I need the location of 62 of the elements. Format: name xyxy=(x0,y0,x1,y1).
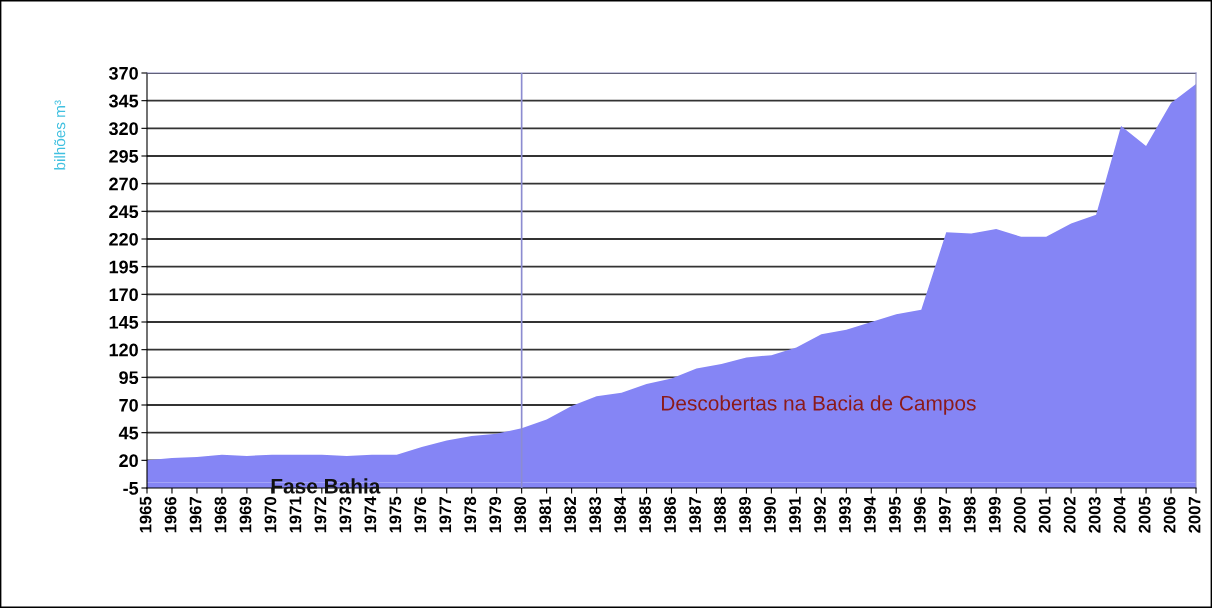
x-tick-label: 1967 xyxy=(189,497,202,533)
x-tick-label: 1989 xyxy=(739,496,751,533)
x-tick-label: 1999 xyxy=(988,496,1001,533)
x-tick-label: 1977 xyxy=(439,497,452,533)
y-tick-label: 295 xyxy=(109,149,139,163)
y-tick-label: -5 xyxy=(123,482,139,495)
x-tick-label: 1965 xyxy=(139,496,152,533)
x-tick-label: 2006 xyxy=(1163,496,1176,533)
annotation: Descobertas na Bacia de Campos xyxy=(662,395,976,415)
y-tick-label: 95 xyxy=(119,371,139,385)
x-tick-label: 1968 xyxy=(214,496,227,533)
x-tick-label: 1993 xyxy=(839,496,851,533)
y-tick-label: 45 xyxy=(118,426,139,440)
y-tick-label: 320 xyxy=(108,122,138,136)
x-tick-label: 1978 xyxy=(464,496,477,533)
x-tick-label: 1974 xyxy=(364,496,377,533)
x-tick-label: 1991 xyxy=(789,496,801,533)
x-tick-label: 2003 xyxy=(1088,496,1101,533)
x-tick-label: 1992 xyxy=(814,497,826,533)
x-tick-label: 1997 xyxy=(938,497,951,533)
y-tick-label: 20 xyxy=(119,454,138,468)
x-tick-label: 1996 xyxy=(913,496,926,533)
y-tick-label: 270 xyxy=(109,177,138,191)
y-tick-label: 195 xyxy=(109,260,139,274)
x-tick-label: 1980 xyxy=(514,497,527,533)
y-tick-label: 245 xyxy=(109,205,139,219)
x-tick-label: 1981 xyxy=(539,496,552,533)
x-tick-label: 1971 xyxy=(289,496,302,533)
x-tick-label: 1966 xyxy=(164,496,177,533)
x-tick-label: 1988 xyxy=(714,496,726,533)
x-tick-label: 1983 xyxy=(589,496,602,533)
y-tick-label: 120 xyxy=(109,343,138,357)
y-tick-label: 345 xyxy=(108,94,139,108)
x-tick-label: 1973 xyxy=(339,496,352,533)
x-tick-label: 1998 xyxy=(963,496,976,533)
x-tick-label: 2002 xyxy=(1063,497,1076,533)
y-tick-label: 170 xyxy=(109,288,138,302)
y-tick-label: 370 xyxy=(108,66,138,80)
x-tick-label: 2000 xyxy=(1013,497,1026,533)
x-tick-label: 1979 xyxy=(489,496,502,533)
x-tick-label: 2001 xyxy=(1038,496,1051,533)
x-tick-label: 1985 xyxy=(639,496,651,533)
x-tick-label: 1972 xyxy=(314,497,327,533)
x-tick-label: 1990 xyxy=(764,497,776,533)
x-tick-label: 1969 xyxy=(239,496,252,533)
x-tick-label: 1984 xyxy=(614,496,627,533)
x-tick-label: 1995 xyxy=(888,496,901,533)
x-tick-label: 1982 xyxy=(564,497,577,533)
x-tick-label: 2004 xyxy=(1113,496,1126,533)
y-axis-title: bilhões m³ xyxy=(54,100,66,170)
x-tick-label: 1976 xyxy=(414,496,427,533)
x-tick-label: 1970 xyxy=(264,497,277,533)
y-tick-label: 220 xyxy=(109,232,138,246)
x-tick-label: 2005 xyxy=(1138,496,1151,533)
y-tick-label: 145 xyxy=(109,316,139,329)
x-tick-label: 2007 xyxy=(1188,497,1201,533)
x-tick-label: 1987 xyxy=(689,497,701,533)
x-tick-label: 1994 xyxy=(863,496,876,533)
x-tick-label: 1986 xyxy=(664,496,676,533)
x-tick-label: 1975 xyxy=(389,496,402,533)
y-tick-label: 70 xyxy=(119,398,138,412)
annotation: Fase Bahia xyxy=(271,478,381,494)
